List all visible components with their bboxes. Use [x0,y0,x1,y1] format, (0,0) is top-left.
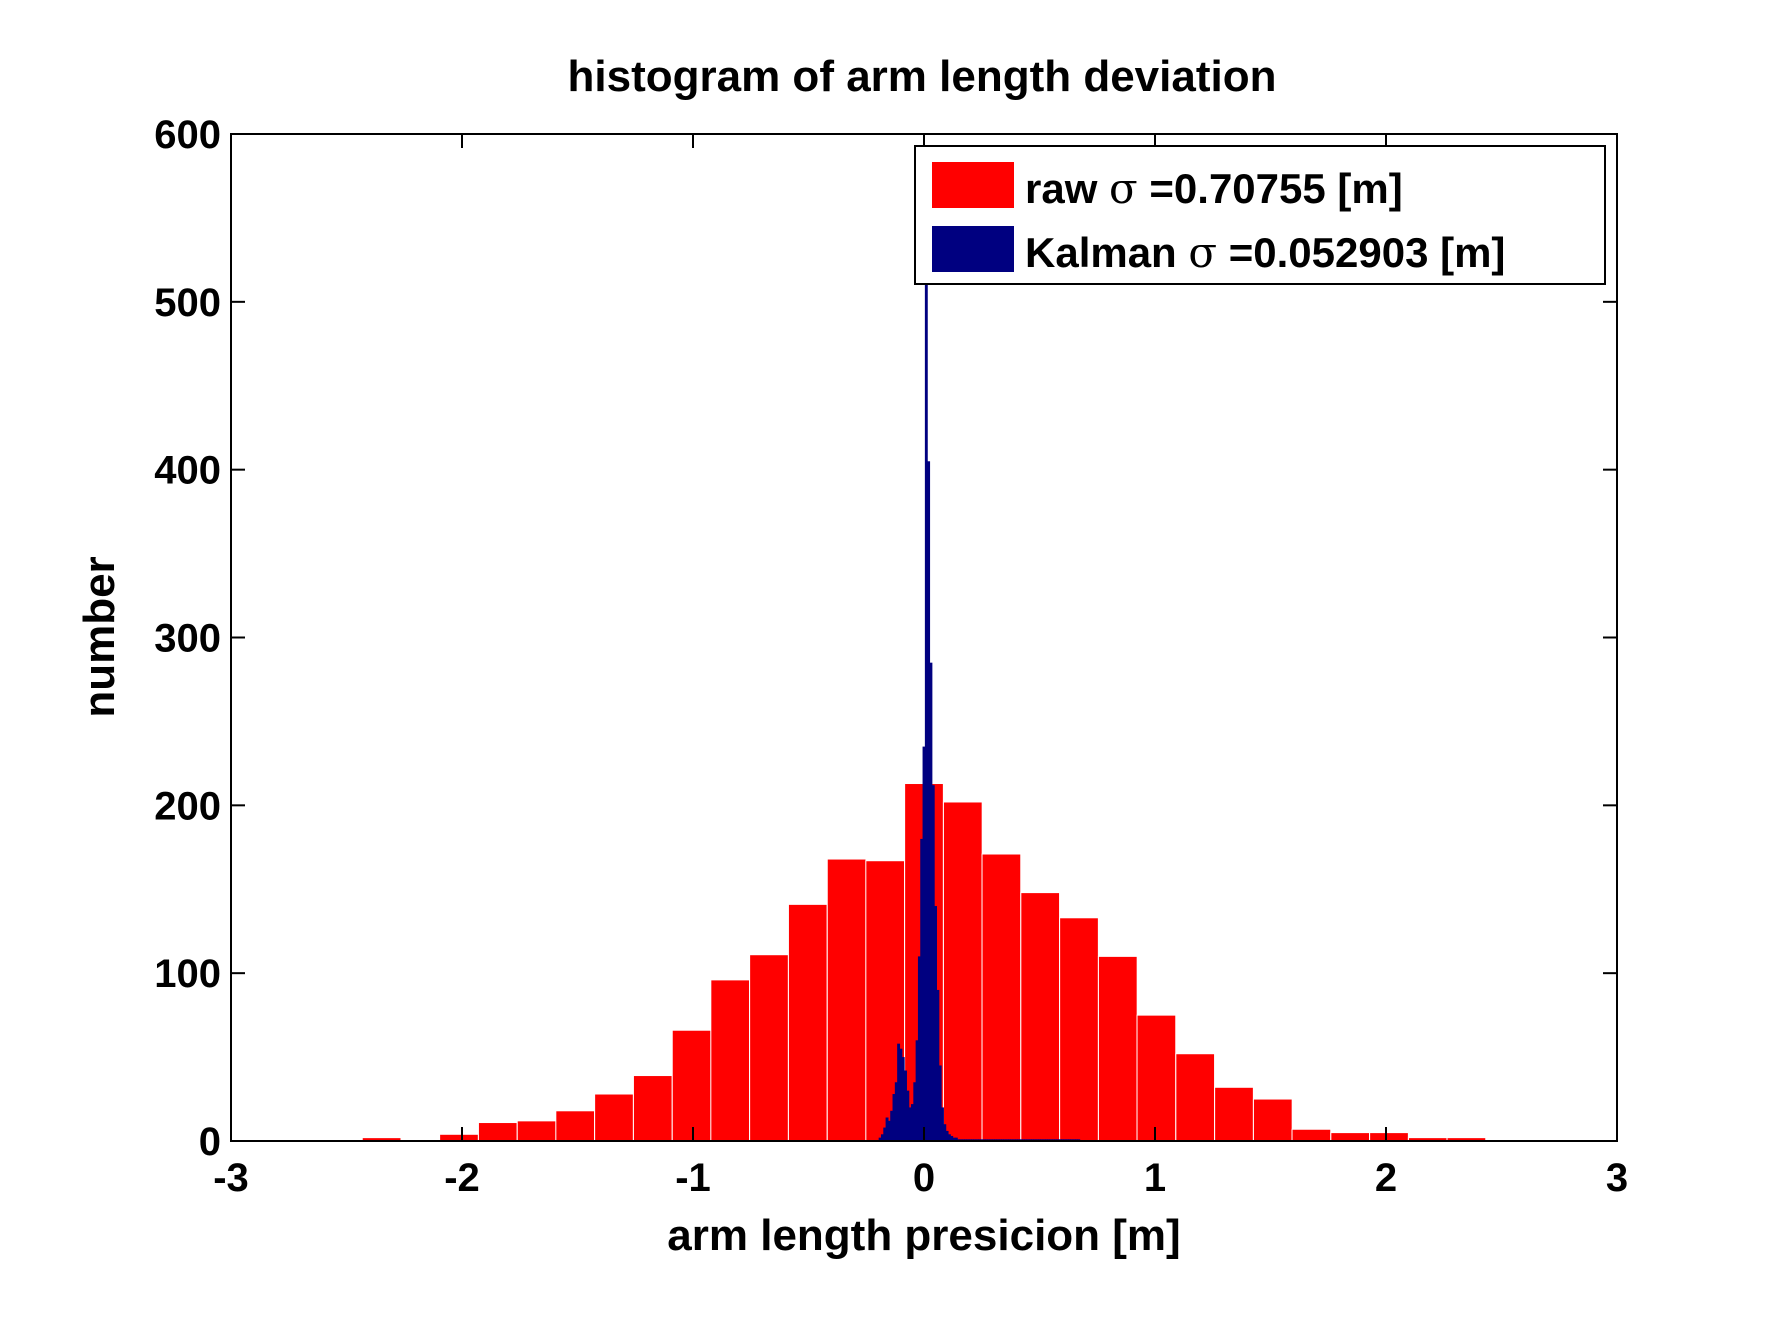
raw-bar [671,1029,712,1142]
kalman-bar [922,746,926,1141]
raw-bar [1214,1086,1254,1142]
kalman-bar [906,1090,910,1141]
kalman-bar [899,1048,903,1141]
kalman-bar [908,1107,912,1141]
kalman-bar [945,1130,949,1141]
kalman-bar [936,989,940,1141]
kalman-bar [885,1117,889,1141]
raw-bar [787,903,828,1142]
kalman-bar [952,1137,956,1141]
kalman-bar [917,956,921,1141]
y-tick-label: 400 [154,449,221,493]
x-tick-label: 3 [1606,1156,1628,1200]
kalman-bar [880,1134,884,1141]
raw-bar [439,1133,479,1142]
x-axis-label: arm length presicion [m] [667,1211,1180,1260]
x-tick-label: -1 [675,1156,711,1200]
y-tick-label: 100 [154,952,221,996]
kalman-bar [938,1065,942,1141]
raw-bar [1136,1014,1177,1142]
legend-swatch-kalman [932,226,1014,272]
raw-bar [710,979,751,1142]
raw-bar [942,801,983,1142]
kalman-bar [911,1104,914,1141]
raw-bar [516,1120,557,1142]
kalman-bar [931,785,935,1141]
legend-label-raw: raw σ =0.70755 [m] [1025,164,1403,213]
raw-series [361,783,1487,1142]
x-tick-label: 1 [1144,1156,1166,1200]
raw-bar [1059,917,1099,1142]
kalman-bar [924,268,928,1141]
raw-bar [594,1093,634,1142]
y-tick-label: 300 [154,617,221,661]
raw-bar [1369,1132,1409,1142]
kalman-bar [904,1070,907,1141]
x-tick-label: -2 [444,1156,480,1200]
legend-swatch-raw [932,162,1014,208]
kalman-bar [941,1107,944,1141]
kalman-bar [913,1082,917,1141]
kalman-bar [901,1057,905,1141]
kalman-bar [943,1124,947,1141]
raw-bar [1020,892,1061,1142]
kalman-bar [887,1120,891,1141]
raw-bar [1097,955,1138,1142]
raw-bar [555,1110,596,1142]
raw-bar [749,954,789,1142]
kalman-bar [950,1135,954,1141]
kalman-bar [894,1082,898,1141]
x-tick-label: 2 [1375,1156,1397,1200]
kalman-bar [929,662,933,1141]
raw-bar [981,853,1022,1142]
legend-label-kalman: Kalman σ =0.052903 [m] [1025,228,1505,277]
chart-title: histogram of arm length deviation [568,52,1277,101]
raw-bar [826,858,867,1142]
raw-bar [1252,1098,1293,1142]
raw-bar [1291,1128,1332,1142]
kalman-bar [954,1137,958,1141]
raw-bar [1175,1053,1216,1142]
y-axis-label: number [75,556,124,717]
kalman-bar [883,1127,887,1141]
kalman-bar [892,1094,896,1141]
kalman-bar [920,838,924,1141]
axis-ticks [230,133,1618,1142]
raw-bar [1330,1132,1371,1142]
kalman-bar [915,1040,919,1141]
raw-bar [632,1075,673,1142]
kalman-bar [878,1137,882,1141]
x-tick-labels: -3 -2 -1 0 1 2 3 [213,1156,1628,1200]
y-tick-label: 600 [154,113,221,157]
raw-bar [477,1122,518,1142]
y-tick-label: 500 [154,281,221,325]
kalman-bar [934,906,937,1141]
y-tick-labels: 0 100 200 300 400 500 600 [154,113,221,1164]
kalman-bar [927,461,931,1141]
kalman-bar [897,1043,901,1141]
kalman-bar [947,1134,951,1141]
x-tick-label: -3 [213,1156,249,1200]
y-tick-label: 200 [154,784,221,828]
kalman-bar [890,1110,894,1141]
y-tick-label: 0 [199,1120,221,1164]
legend-box [914,145,1606,285]
x-tick-label: 0 [913,1156,935,1200]
legend: raw σ =0.70755 [m] Kalman σ =0.052903 [m… [914,145,1606,285]
